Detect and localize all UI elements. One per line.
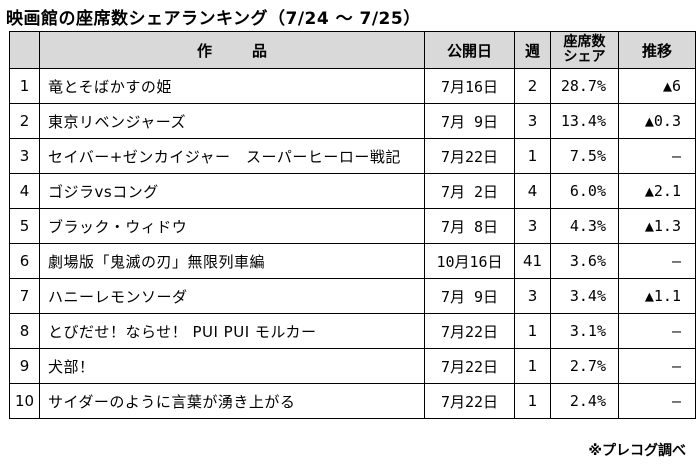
- release-date-cell: 7月 2日: [424, 173, 515, 209]
- trend-cell: ▲6: [618, 68, 696, 104]
- seat-share-cell: 2.4%: [550, 383, 619, 419]
- seat-share-cell: 6.0%: [550, 173, 619, 209]
- table-row: 9 犬部！ 7月22日 1 2.7% —: [9, 348, 696, 384]
- rank-cell: 7: [9, 278, 40, 314]
- movie-title-cell: サイダーのように言葉が湧き上がる: [39, 383, 425, 419]
- week-cell: 3: [514, 208, 551, 244]
- week-cell: 1: [514, 138, 551, 174]
- table-row: 4 ゴジラvsコング 7月 2日 4 6.0% ▲2.1: [9, 173, 696, 209]
- release-date-cell: 7月22日: [424, 138, 515, 174]
- movie-title-cell: とびだせ！ならせ！ PUI PUI モルカー: [39, 313, 425, 349]
- header-seat-share: 座席数 シェア: [550, 31, 619, 69]
- rank-cell: 5: [9, 208, 40, 244]
- seat-share-cell: 3.4%: [550, 278, 619, 314]
- release-date-cell: 10月16日: [424, 243, 515, 279]
- movie-title-cell: ハニーレモンソーダ: [39, 278, 425, 314]
- source-note: ※プレコグ調べ: [588, 443, 686, 459]
- week-cell: 3: [514, 278, 551, 314]
- release-date-cell: 7月22日: [424, 313, 515, 349]
- rank-cell: 9: [9, 348, 40, 384]
- trend-cell: ▲2.1: [618, 173, 696, 209]
- table-row: 6 劇場版「鬼滅の刃」無限列車編 10月16日 41 3.6% —: [9, 243, 696, 279]
- header-trend: 推移: [618, 31, 696, 69]
- seat-share-cell: 3.1%: [550, 313, 619, 349]
- seat-share-cell: 7.5%: [550, 138, 619, 174]
- seat-share-cell: 13.4%: [550, 103, 619, 139]
- rank-cell: 6: [9, 243, 40, 279]
- rank-cell: 1: [9, 68, 40, 104]
- movie-title-cell: 劇場版「鬼滅の刃」無限列車編: [39, 243, 425, 279]
- week-cell: 1: [514, 348, 551, 384]
- release-date-cell: 7月 9日: [424, 278, 515, 314]
- trend-cell: —: [618, 138, 696, 174]
- movie-title-cell: 東京リベンジャーズ: [39, 103, 425, 139]
- header-title-part-a: 作: [196, 41, 212, 60]
- trend-cell: ▲1.1: [618, 278, 696, 314]
- rank-cell: 4: [9, 173, 40, 209]
- trend-cell: ▲0.3: [618, 103, 696, 139]
- seat-share-cell: 4.3%: [550, 208, 619, 244]
- week-cell: 3: [514, 103, 551, 139]
- header-share-line1: 座席数: [563, 34, 606, 50]
- seat-share-cell: 3.6%: [550, 243, 619, 279]
- header-title-part-b: 品: [252, 41, 268, 60]
- rank-cell: 2: [9, 103, 40, 139]
- header-share-line2: シェア: [563, 49, 606, 65]
- table-row: 3 セイバー+ゼンカイジャー スーパーヒーロー戦記 7月22日 1 7.5% —: [9, 138, 696, 174]
- trend-cell: —: [618, 243, 696, 279]
- seat-share-cell: 2.7%: [550, 348, 619, 384]
- page-title: 映画館の座席数シェアランキング（7/24 ～ 7/25）: [6, 9, 421, 29]
- ranking-table: 作品 公開日 週 座席数 シェア 推移 1 竜とそばかすの姫 7月16日 2 28.7% ▲…: [9, 31, 696, 419]
- table-row: 7 ハニーレモンソーダ 7月 9日 3 3.4% ▲1.1: [9, 278, 696, 314]
- table-row: 1 竜とそばかすの姫 7月16日 2 28.7% ▲6: [9, 68, 696, 104]
- week-cell: 41: [514, 243, 551, 279]
- rank-cell: 10: [9, 383, 40, 419]
- release-date-cell: 7月 9日: [424, 103, 515, 139]
- table-row: 2 東京リベンジャーズ 7月 9日 3 13.4% ▲0.3: [9, 103, 696, 139]
- trend-cell: —: [618, 383, 696, 419]
- table-row: 8 とびだせ！ならせ！ PUI PUI モルカー 7月22日 1 3.1% —: [9, 313, 696, 349]
- trend-cell: —: [618, 313, 696, 349]
- week-cell: 4: [514, 173, 551, 209]
- header-release-date: 公開日: [424, 31, 515, 69]
- release-date-cell: 7月22日: [424, 383, 515, 419]
- release-date-cell: 7月22日: [424, 348, 515, 384]
- trend-cell: —: [618, 348, 696, 384]
- movie-title-cell: セイバー+ゼンカイジャー スーパーヒーロー戦記: [39, 138, 425, 174]
- seat-share-cell: 28.7%: [550, 68, 619, 104]
- table-row: 10 サイダーのように言葉が湧き上がる 7月22日 1 2.4% —: [9, 383, 696, 419]
- movie-title-cell: ブラック・ウィドウ: [39, 208, 425, 244]
- release-date-cell: 7月 8日: [424, 208, 515, 244]
- movie-title-cell: ゴジラvsコング: [39, 173, 425, 209]
- movie-title-cell: 竜とそばかすの姫: [39, 68, 425, 104]
- header-title: 作品: [39, 31, 425, 69]
- trend-cell: ▲1.3: [618, 208, 696, 244]
- table-header-row: 作品 公開日 週 座席数 シェア 推移: [9, 31, 696, 69]
- movie-title-cell: 犬部！: [39, 348, 425, 384]
- rank-cell: 3: [9, 138, 40, 174]
- header-week: 週: [514, 31, 551, 69]
- release-date-cell: 7月16日: [424, 68, 515, 104]
- week-cell: 1: [514, 313, 551, 349]
- week-cell: 1: [514, 383, 551, 419]
- header-rank: [9, 31, 40, 69]
- rank-cell: 8: [9, 313, 40, 349]
- table-row: 5 ブラック・ウィドウ 7月 8日 3 4.3% ▲1.3: [9, 208, 696, 244]
- week-cell: 2: [514, 68, 551, 104]
